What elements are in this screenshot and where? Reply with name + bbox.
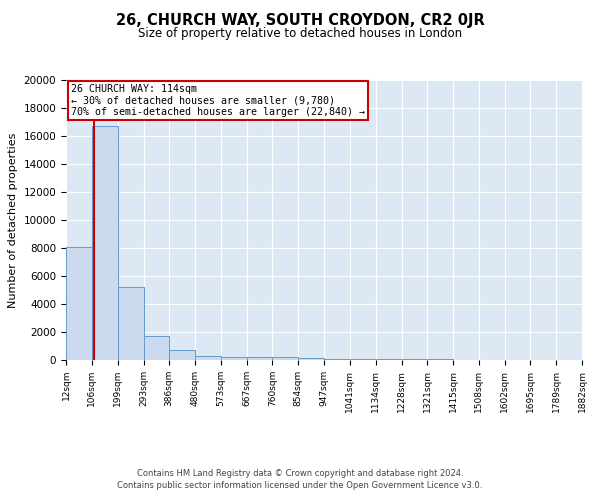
Text: Size of property relative to detached houses in London: Size of property relative to detached ho… — [138, 28, 462, 40]
Bar — [143, 336, 169, 360]
Bar — [92, 126, 118, 360]
Bar — [221, 356, 247, 360]
Bar — [247, 357, 272, 360]
Y-axis label: Number of detached properties: Number of detached properties — [8, 132, 18, 308]
Bar — [298, 358, 324, 360]
Bar — [66, 246, 92, 360]
Text: Contains public sector information licensed under the Open Government Licence v3: Contains public sector information licen… — [118, 481, 482, 490]
Bar — [324, 358, 350, 360]
Bar — [118, 287, 143, 360]
Bar — [169, 350, 195, 360]
Bar — [272, 358, 298, 360]
Bar — [350, 359, 376, 360]
Text: 26, CHURCH WAY, SOUTH CROYDON, CR2 0JR: 26, CHURCH WAY, SOUTH CROYDON, CR2 0JR — [116, 12, 484, 28]
Bar — [195, 356, 221, 360]
Text: Contains HM Land Registry data © Crown copyright and database right 2024.: Contains HM Land Registry data © Crown c… — [137, 468, 463, 477]
Bar — [376, 359, 401, 360]
Text: 26 CHURCH WAY: 114sqm
← 30% of detached houses are smaller (9,780)
70% of semi-d: 26 CHURCH WAY: 114sqm ← 30% of detached … — [71, 84, 365, 117]
